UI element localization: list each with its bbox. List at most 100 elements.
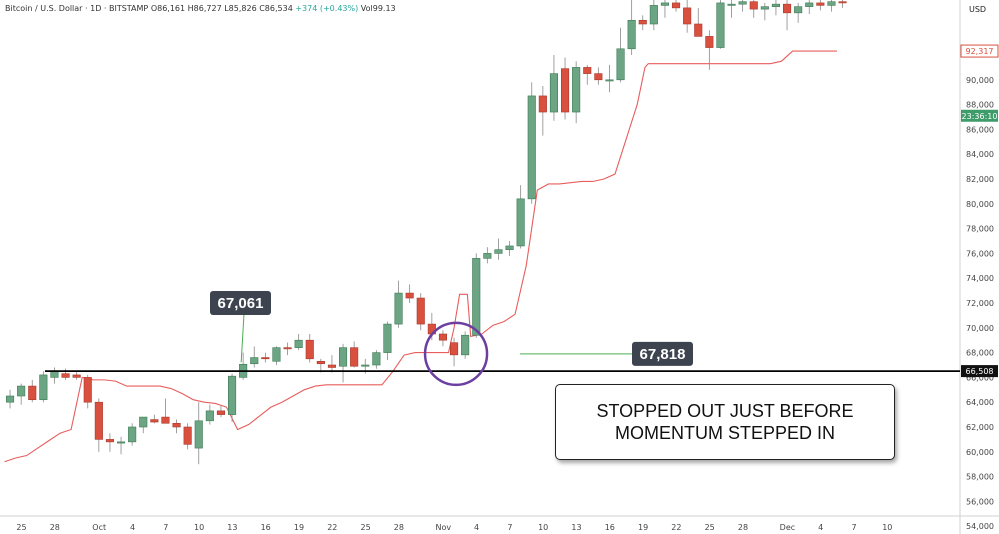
y-tick-label: 76,000 bbox=[966, 249, 994, 258]
candle bbox=[694, 7, 703, 37]
x-tick-label: 28 bbox=[50, 523, 60, 532]
y-tick-label: 72,000 bbox=[966, 299, 994, 308]
candle bbox=[39, 371, 48, 403]
candle bbox=[782, 0, 792, 31]
candle bbox=[50, 367, 59, 384]
candle bbox=[805, 0, 814, 15]
y-tick-label: 78,000 bbox=[966, 225, 994, 234]
candle-body-up bbox=[394, 292, 403, 325]
candle-body-down bbox=[749, 1, 758, 10]
candle-body-down bbox=[305, 339, 314, 360]
candle-body-down bbox=[61, 373, 70, 378]
candle-body-down bbox=[405, 292, 414, 299]
candle bbox=[494, 238, 503, 260]
x-tick-label: Dec bbox=[780, 523, 795, 532]
candle bbox=[150, 414, 159, 424]
candle bbox=[316, 358, 325, 373]
candle bbox=[28, 379, 37, 403]
y-tick-label: 82,000 bbox=[966, 175, 994, 184]
x-tick-label: 7 bbox=[507, 523, 512, 532]
y-tick-label: 64,000 bbox=[966, 398, 994, 407]
candle bbox=[538, 86, 547, 136]
x-tick-label: 22 bbox=[671, 523, 681, 532]
candle bbox=[338, 343, 348, 383]
candle-body-down bbox=[438, 333, 448, 341]
candlestick-series bbox=[6, 0, 847, 465]
candle-body-up bbox=[572, 67, 581, 113]
candle-body-down bbox=[216, 410, 225, 415]
candle bbox=[683, 0, 692, 33]
price-tag: 23:36:10 bbox=[961, 109, 998, 122]
candle bbox=[294, 334, 303, 351]
low-value: L85,826 bbox=[224, 4, 257, 13]
x-tick-label: 22 bbox=[327, 523, 337, 532]
x-tick-label: 19 bbox=[294, 523, 304, 532]
x-tick-label: 4 bbox=[474, 523, 479, 532]
price-tag-box bbox=[960, 44, 999, 58]
candle bbox=[183, 423, 192, 450]
candle bbox=[549, 55, 559, 121]
candle bbox=[438, 330, 448, 347]
candle bbox=[727, 0, 736, 18]
candle-body-up bbox=[627, 19, 636, 50]
candle-body-down bbox=[350, 347, 359, 367]
price-tag-box bbox=[961, 365, 998, 378]
candle-body-up bbox=[605, 79, 614, 82]
candle bbox=[816, 0, 825, 11]
x-tick-label: 7 bbox=[163, 523, 168, 532]
candle-body-up bbox=[738, 1, 747, 5]
candle-body-down bbox=[816, 2, 825, 6]
x-tick-label: 10 bbox=[194, 523, 204, 532]
price-tag-text: 92,317 bbox=[966, 47, 994, 56]
candle bbox=[760, 2, 769, 21]
candle-body-up bbox=[483, 253, 492, 259]
candle-body-up bbox=[505, 245, 514, 250]
candle-body-down bbox=[594, 73, 603, 81]
candle-body-down bbox=[705, 36, 714, 48]
candle-body-up bbox=[461, 334, 470, 356]
x-tick-label: 4 bbox=[130, 523, 135, 532]
price-label-box bbox=[210, 291, 271, 315]
price-label-text: 67,061 bbox=[218, 295, 264, 312]
candle bbox=[139, 416, 148, 434]
candle bbox=[239, 352, 248, 380]
candle bbox=[627, 0, 636, 55]
callout-box: STOPPED OUT JUST BEFORE MOMENTUM STEPPED… bbox=[555, 384, 895, 460]
candle bbox=[372, 350, 381, 369]
candle bbox=[771, 0, 781, 16]
candle-body-up bbox=[549, 73, 559, 113]
candle bbox=[250, 346, 259, 368]
candle bbox=[649, 0, 658, 31]
candle-body-down bbox=[183, 426, 192, 445]
y-tick-label: 74,000 bbox=[966, 274, 994, 283]
candle bbox=[350, 341, 359, 368]
candle-body-down bbox=[261, 357, 270, 360]
candle-body-up bbox=[771, 3, 781, 7]
candle-body-down bbox=[638, 19, 647, 25]
candle-body-down bbox=[538, 95, 547, 113]
candle bbox=[261, 352, 270, 363]
candle-body-down bbox=[838, 1, 847, 4]
candle bbox=[794, 2, 803, 23]
x-tick-label: Nov bbox=[435, 523, 451, 532]
y-tick-label: 68,000 bbox=[966, 349, 994, 358]
candle bbox=[94, 398, 103, 452]
y-tick-label: 58,000 bbox=[966, 473, 994, 482]
x-tick-label: 10 bbox=[882, 523, 892, 532]
candle-body-up bbox=[827, 1, 836, 6]
x-tick-label: 28 bbox=[738, 523, 748, 532]
x-tick-label: 16 bbox=[605, 523, 615, 532]
candle bbox=[616, 27, 625, 83]
currency-label: USD bbox=[969, 5, 986, 14]
y-tick-label: 56,000 bbox=[966, 497, 994, 506]
candle-body-up bbox=[794, 6, 803, 14]
y-tick-label: 54,000 bbox=[966, 522, 994, 531]
price-tag-box bbox=[961, 109, 998, 122]
x-tick-label: 19 bbox=[638, 523, 648, 532]
candle-body-up bbox=[250, 357, 259, 365]
candle-body-up bbox=[205, 410, 214, 422]
candle-body-down bbox=[583, 67, 592, 74]
price-label-text: 67,818 bbox=[640, 346, 686, 363]
